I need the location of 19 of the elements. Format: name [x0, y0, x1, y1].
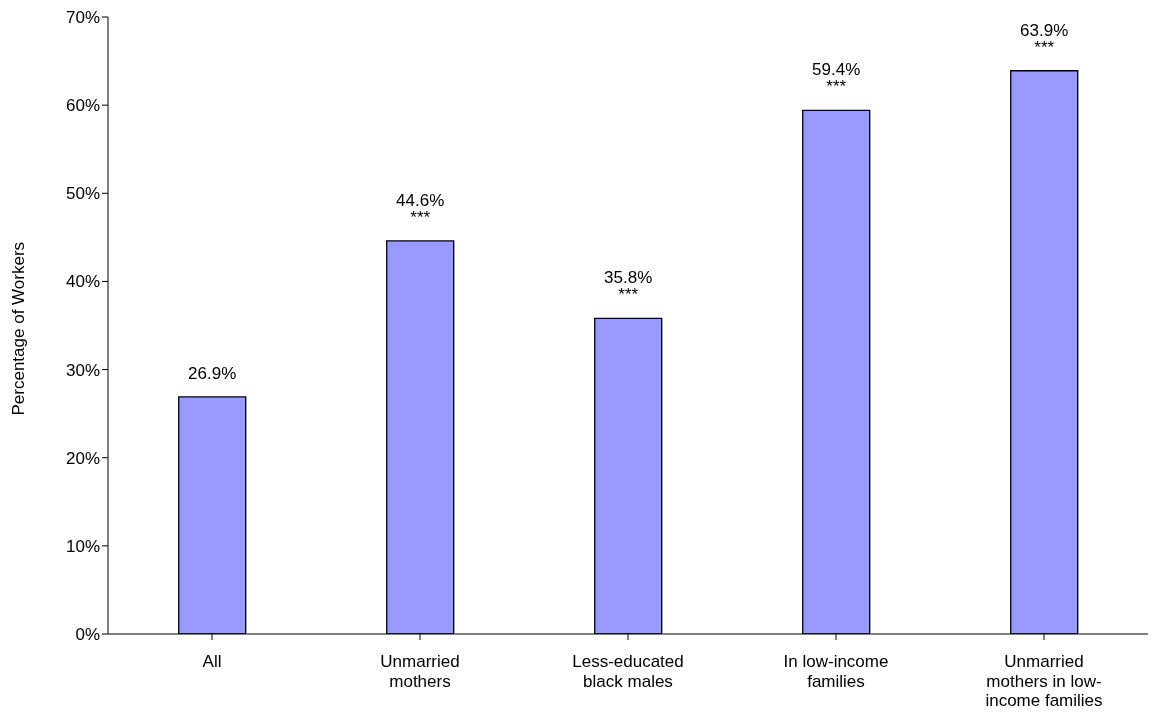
data-label: 26.9% [188, 363, 237, 383]
x-tick-label: Unmarried mothers [380, 652, 460, 691]
y-tick-label: 0% [75, 625, 100, 645]
x-tick-label: Unmarried mothers in low-income families [985, 652, 1103, 711]
data-label: 44.6% *** [396, 190, 445, 227]
x-tick-label: Less-educated black males [572, 652, 684, 691]
x-tick-label: All [202, 652, 222, 672]
y-axis-title: Percentage of Workers [9, 241, 29, 416]
y-tick-label: 50% [65, 184, 100, 204]
y-tick-label: 20% [65, 448, 100, 468]
y-tick-label: 30% [65, 360, 100, 380]
data-label: 35.8% *** [604, 268, 653, 305]
x-tick-label: In low-income families [783, 652, 889, 691]
y-tick-label: 70% [65, 8, 100, 28]
y-tick-label: 40% [65, 272, 100, 292]
y-tick-label: 60% [65, 96, 100, 116]
y-tick-label: 10% [65, 536, 100, 556]
data-label: 59.4% *** [812, 60, 861, 97]
data-label: 63.9% *** [1020, 20, 1069, 57]
